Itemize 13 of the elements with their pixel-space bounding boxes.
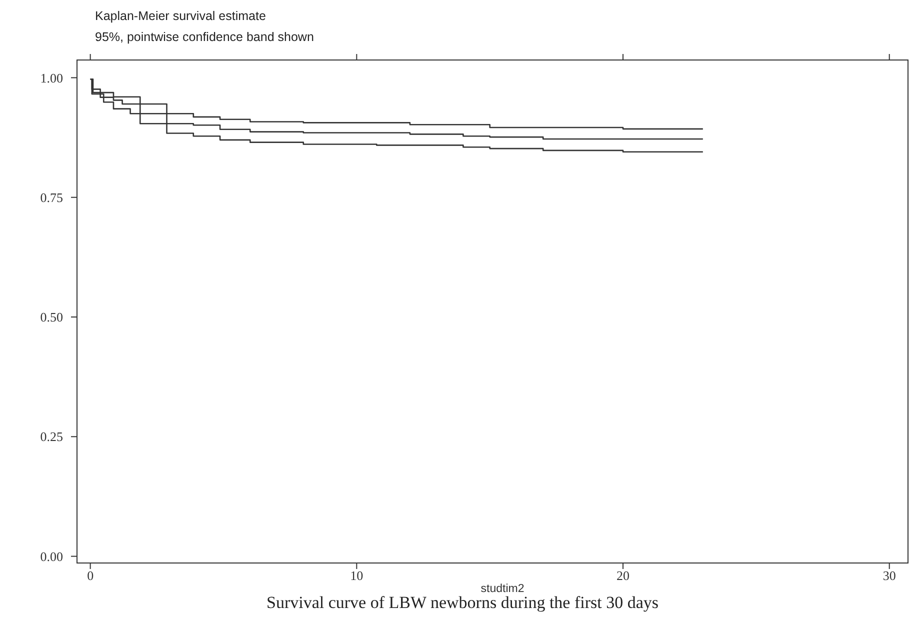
y-tick-label: 0.00 [40,548,63,564]
chart-title: Kaplan-Meier survival estimate [95,9,266,23]
text: Survival curve of LBW newborns during the first 30 days [266,593,659,612]
x-tick-label: 0 [87,568,94,583]
x-axis-title: studtim2 [480,583,524,595]
x-tick-label: 20 [616,568,630,583]
y-tick-label: 0.75 [40,190,63,205]
y-tick-label: 0.25 [40,429,63,444]
y-tick-label: 1.00 [40,70,63,86]
y-tick-label: 0.50 [40,310,63,325]
chart-subtitle: 95%, pointwise confidence band shown [95,30,314,44]
x-tick-label: 30 [882,568,896,583]
x-tick-label: 10 [350,568,364,583]
